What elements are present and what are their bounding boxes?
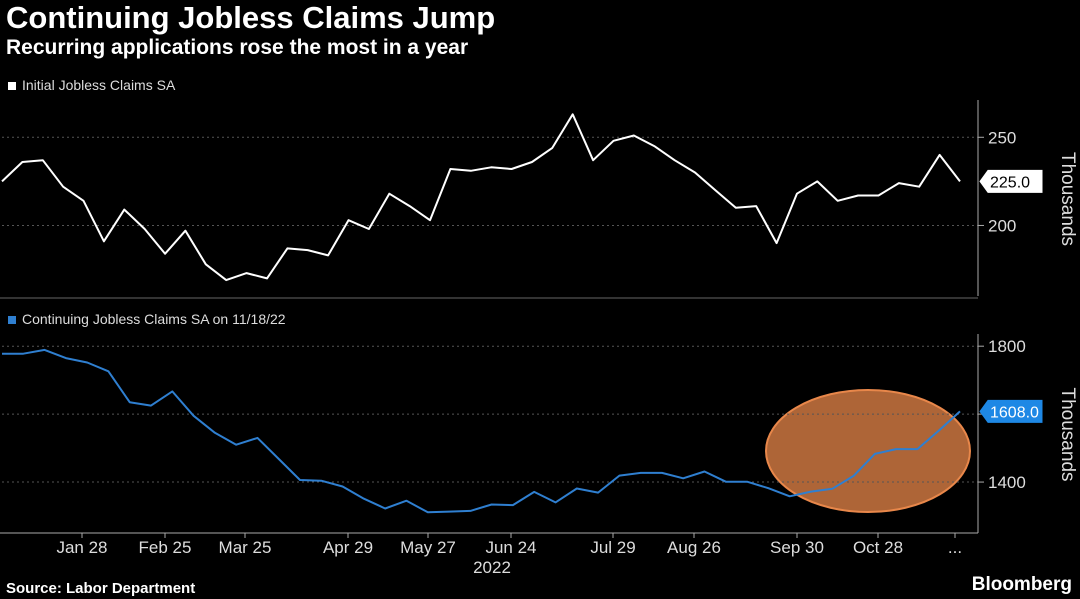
continuing-claims-legend-swatch [8, 316, 16, 324]
continuing-claims-last-value-text: 1608.0 [990, 404, 1039, 421]
brand-logo: Bloomberg [971, 574, 1072, 595]
initial-claims-ytick-label: 200 [988, 216, 1016, 235]
continuing-claims-series-line [2, 348, 961, 514]
x-tick-label: Aug 26 [667, 538, 721, 557]
initial-claims-legend: Initial Jobless Claims SA [8, 77, 176, 93]
initial-claims-last-value-label: 225.0 [979, 169, 1043, 193]
source-note: Source: Labor Department [6, 580, 196, 597]
x-tick-label: May 27 [400, 538, 456, 557]
x-axis: Jan 28 Feb 25 Mar 25 Apr 29 May 27 Jun 24 Jul … [0, 532, 978, 577]
chart-title: Continuing Jobless Claims Jump [6, 0, 496, 35]
continuing-claims-ytick-label: 1400 [988, 473, 1026, 492]
x-year-label: 2022 [473, 558, 511, 577]
x-tick-label: Oct 28 [853, 538, 903, 557]
x-tick-label: Feb 25 [139, 538, 192, 557]
continuing-claims-legend: Continuing Jobless Claims SA on 11/18/22 [8, 311, 286, 327]
x-tick-label: ... [948, 538, 962, 557]
x-tick-label: Apr 29 [323, 538, 373, 557]
initial-claims-series-line [1, 113, 961, 282]
x-tick-label: Sep 30 [770, 538, 824, 557]
initial-claims-legend-swatch [8, 82, 16, 90]
initial-claims-last-value-text: 225.0 [990, 174, 1030, 191]
continuing-claims-last-value-box [979, 399, 1043, 423]
initial-claims-ytick-label: 250 [988, 128, 1016, 147]
initial-claims-unit-label: Thousands [1057, 152, 1078, 246]
continuing-claims-last-value-label: 1608.0 [979, 399, 1043, 423]
x-tick-label: Jan 28 [56, 538, 107, 557]
chart-subtitle: Recurring applications rose the most in … [6, 36, 469, 59]
continuing-claims-unit-label: Thousands [1057, 387, 1078, 481]
x-tick-label: Jul 29 [590, 538, 635, 557]
x-tick-label: Jun 24 [485, 538, 536, 557]
continuing-claims-legend-label: Continuing Jobless Claims SA on 11/18/22 [22, 311, 286, 327]
initial-claims-panel: 200 250 225.0 Initial Jobless Claims SA Thou… [1, 77, 1078, 296]
initial-claims-last-value-box [979, 169, 1043, 193]
highlight-ellipse [765, 389, 971, 513]
x-tick-label: Mar 25 [219, 538, 272, 557]
continuing-claims-ytick-label: 1800 [988, 337, 1026, 356]
initial-claims-legend-label: Initial Jobless Claims SA [22, 77, 176, 93]
